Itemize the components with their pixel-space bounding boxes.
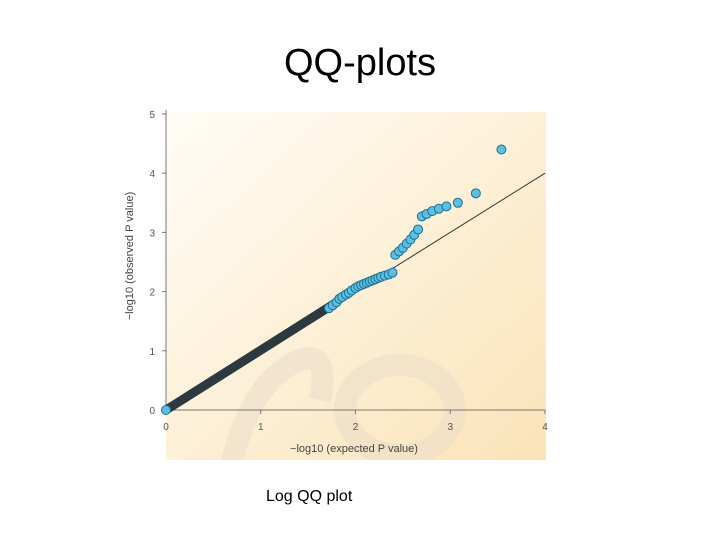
x-tick-label: 3 xyxy=(447,422,453,433)
dense-points-layer xyxy=(161,298,340,415)
data-point xyxy=(496,144,507,155)
y-tick-label: 5 xyxy=(149,110,155,121)
axes: 0 1 2 3 4 0 1 2 3 4 5 xyxy=(149,110,548,433)
data-point xyxy=(413,224,424,235)
data-point xyxy=(441,201,452,212)
data-point xyxy=(387,267,398,278)
y-axis-label: −log10 (observed P value) xyxy=(124,192,136,321)
x-tick-label: 1 xyxy=(258,422,264,433)
data-point xyxy=(470,188,481,199)
data-point xyxy=(161,405,171,415)
y-tick-label: 1 xyxy=(149,347,155,358)
y-tick-label: 4 xyxy=(149,169,155,180)
y-tick-label: 3 xyxy=(149,228,155,239)
x-axis-label: −log10 (expected P value) xyxy=(290,443,418,455)
x-tick-label: 2 xyxy=(353,422,359,433)
y-tick-label: 2 xyxy=(149,288,155,299)
slide-caption: Log QQ plot xyxy=(266,488,353,505)
x-tick-label: 0 xyxy=(163,422,169,433)
points-layer xyxy=(161,144,507,415)
x-tick-label: 4 xyxy=(542,422,548,433)
slide-title: QQ-plots xyxy=(283,42,437,84)
dense-points-band xyxy=(161,298,340,415)
data-point xyxy=(452,197,463,208)
y-tick-label: 0 xyxy=(149,406,155,417)
